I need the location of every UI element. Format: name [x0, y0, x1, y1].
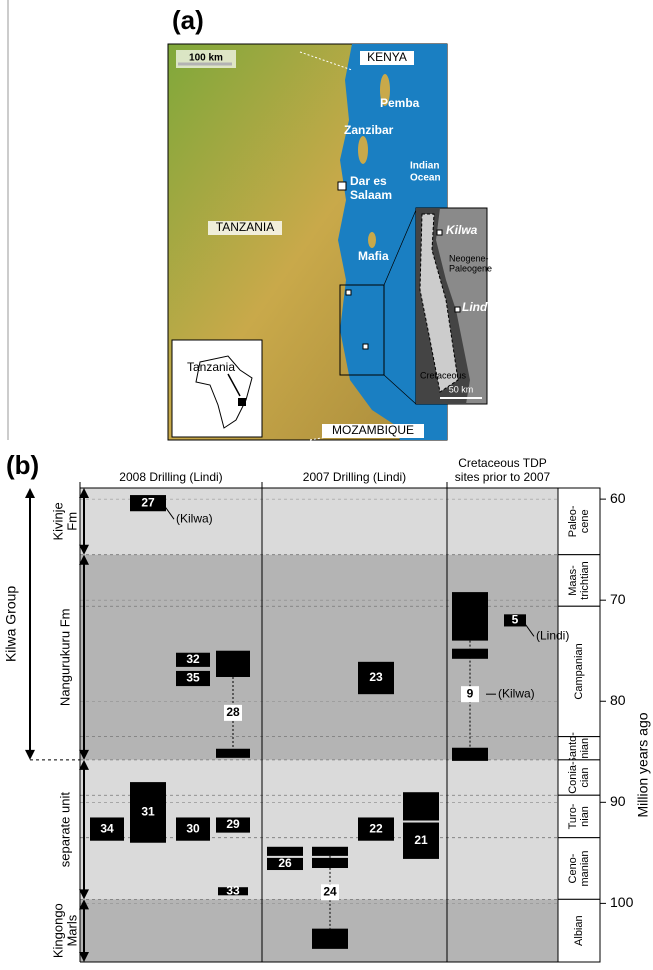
site-label: 9: [467, 686, 474, 700]
map-label: Dar es: [350, 174, 387, 188]
y-tick-label: 80: [610, 692, 626, 708]
y-tick-label: 90: [610, 793, 626, 809]
inset-label: Tanzania: [187, 360, 235, 374]
island: [358, 136, 368, 164]
site-marker: [346, 290, 351, 295]
column-header: Cretaceous TDP: [458, 456, 546, 470]
y-tick-label: 100: [610, 894, 634, 910]
site-label: 29: [226, 817, 240, 831]
scale-label: 50 km: [449, 384, 474, 394]
map-label: Pemba: [380, 96, 420, 110]
site-label: 27: [141, 495, 155, 509]
site-label: 26: [278, 856, 292, 870]
page: (a) 100 km KENYA Pemba Zanzibar Indian O…: [0, 0, 653, 970]
stratigraphic-chart: 60 70 80 90 100 2008 Drilling (Lindi) 2007 Dri…: [3, 456, 651, 962]
figure: (a) 100 km KENYA Pemba Zanzibar Indian O…: [0, 0, 653, 970]
stage-label: cian: [579, 767, 591, 787]
tanzania-marker: [238, 398, 246, 406]
formation-label: Nangurukuru Fm: [57, 609, 72, 707]
formation-label: Kingongo: [50, 903, 65, 958]
stage-label: Campanian: [573, 643, 585, 699]
stage-label: manian: [579, 850, 591, 886]
stage-label: Turo-: [567, 803, 579, 829]
age-range: [452, 649, 488, 659]
scale-label: 100 km: [189, 53, 223, 64]
stage-label: cene: [579, 509, 591, 533]
site-marker: [455, 307, 460, 312]
site-marker: [363, 344, 368, 349]
stage-label: Albian: [573, 915, 585, 946]
stage-label: trichtian: [579, 561, 591, 600]
stage-label: Conia-: [567, 761, 579, 794]
group-label: Kilwa Group: [3, 586, 19, 662]
map-label: TANZANIA: [216, 220, 274, 234]
panel-label: (b): [6, 450, 39, 480]
inset-label: Cretaceous: [420, 370, 467, 380]
map: 100 km KENYA Pemba Zanzibar Indian Ocean…: [168, 44, 492, 440]
group-arrow-head: [25, 750, 35, 760]
column-header: sites prior to 2007: [455, 470, 551, 484]
city-marker: [338, 182, 346, 190]
age-range: [312, 847, 348, 856]
site-note: (Kilwa): [176, 511, 213, 525]
map-label: KENYA: [367, 50, 407, 64]
map-label: Mafia: [358, 249, 389, 263]
map-label: Salaam: [350, 188, 392, 202]
formation-label: Marls: [64, 914, 79, 946]
inset-label: Kilwa: [446, 223, 478, 237]
stage-label: Ceno-: [567, 853, 579, 883]
age-range: [216, 651, 250, 677]
map-label: MOZAMBIQUE: [332, 423, 414, 437]
age-range: [403, 792, 439, 820]
island: [368, 232, 376, 248]
map-label: Ocean: [410, 173, 441, 184]
age-range: [312, 929, 348, 949]
formation-label: separate unit: [57, 792, 72, 868]
site-label: 35: [186, 671, 200, 685]
site-label: 31: [141, 805, 155, 819]
column-header: 2008 Drilling (Lindi): [119, 470, 222, 484]
y-tick-label: 60: [610, 490, 626, 506]
stage-label: nian: [579, 738, 591, 759]
stage-label: Paleo-: [567, 505, 579, 537]
site-note: (Lindi): [536, 629, 569, 643]
age-range: [452, 592, 488, 641]
age-range: [452, 748, 488, 761]
inset-label: Lindi: [462, 300, 491, 314]
site-label: 22: [369, 821, 383, 835]
site-label: 24: [323, 884, 337, 898]
age-range: [216, 749, 250, 758]
inset-label: Paleogene: [449, 263, 492, 273]
stage-label: Maas-: [567, 565, 579, 596]
site-label: 33: [226, 883, 240, 897]
site-label: 34: [100, 821, 114, 835]
site-label: 23: [369, 670, 383, 684]
map-label: Indian: [410, 161, 439, 172]
site-label: 28: [226, 705, 240, 719]
y-tick-label: 70: [610, 591, 626, 607]
site-label: 5: [512, 613, 519, 627]
panel-label: (a): [172, 5, 204, 35]
axis-title: Million years ago: [635, 712, 651, 817]
age-range: [267, 847, 303, 856]
column-header: 2007 Drilling (Lindi): [303, 470, 406, 484]
formation-label: Fm: [64, 512, 79, 531]
site-note: (Kilwa): [498, 686, 535, 700]
stage-label: nian: [579, 806, 591, 827]
site-label: 30: [186, 821, 200, 835]
site-marker: [437, 230, 442, 235]
inset-label: Neogene-: [449, 253, 489, 263]
site-label: 32: [186, 652, 200, 666]
site-label: 21: [414, 833, 428, 847]
age-range: [312, 858, 348, 868]
africa-inset: [172, 340, 262, 437]
formation-label: Kivinje: [50, 502, 65, 540]
map-label: Zanzibar: [344, 123, 394, 137]
group-arrow-head: [25, 488, 35, 498]
